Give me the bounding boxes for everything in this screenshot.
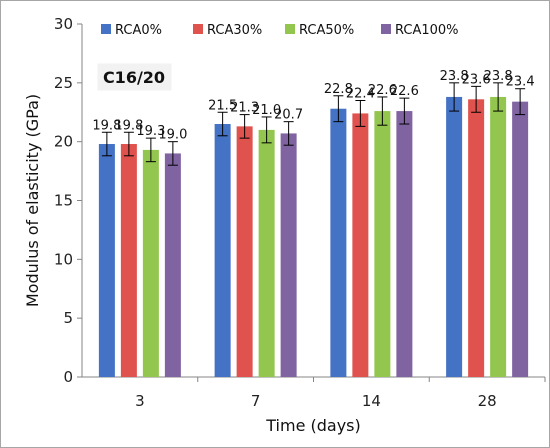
- y-tick-label: 5: [63, 309, 73, 327]
- data-label: 23.4: [506, 75, 535, 90]
- annotation-label: C16/20: [103, 68, 165, 87]
- bar-rca100pct: [396, 111, 413, 377]
- x-tick-label: 7: [251, 392, 261, 410]
- bar-rca50pct: [490, 96, 507, 377]
- data-label: 23.8: [484, 69, 513, 84]
- bar-rca30pct: [236, 126, 253, 378]
- bar-rca0pct: [446, 96, 463, 377]
- bar-rca0pct: [330, 108, 347, 377]
- x-axis-title: Time (days): [265, 416, 361, 435]
- legend-swatch: [381, 24, 391, 34]
- legend-label: RCA30%: [207, 23, 262, 38]
- data-label: 19.8: [114, 118, 143, 133]
- bar-rca0pct: [214, 124, 231, 378]
- x-tick-label: 3: [135, 392, 145, 410]
- data-label: 21.0: [252, 103, 281, 118]
- data-label: 19.3: [136, 124, 165, 139]
- data-label: 19.0: [158, 128, 187, 143]
- legend-label: RCA100%: [395, 23, 459, 38]
- bar-rca50pct: [374, 111, 391, 377]
- data-label: 22.6: [368, 83, 397, 98]
- bar-rca30pct: [468, 99, 485, 377]
- bar-rca100pct: [512, 101, 529, 377]
- bar-rca100pct: [164, 153, 181, 377]
- bar-rca100pct: [280, 133, 297, 377]
- data-label: 21.3: [230, 101, 259, 116]
- data-label: 22.6: [390, 84, 419, 99]
- data-label: 23.6: [462, 72, 491, 87]
- legend-swatch: [285, 24, 295, 34]
- data-label: 22.4: [346, 86, 375, 101]
- data-label: 22.8: [324, 82, 353, 97]
- y-tick-label: 15: [54, 192, 73, 210]
- data-label: 20.7: [274, 108, 303, 123]
- data-label: 21.5: [208, 98, 237, 113]
- bar-rca30pct: [120, 144, 137, 377]
- y-axis-title: Modulus of elasticity (GPa): [23, 94, 42, 307]
- data-label: 19.8: [92, 118, 121, 133]
- legend-label: RCA0%: [115, 23, 162, 38]
- x-tick-label: 28: [478, 392, 497, 410]
- bar-rca30pct: [352, 113, 369, 377]
- legend-label: RCA50%: [299, 23, 354, 38]
- legend-swatch: [193, 24, 203, 34]
- x-tick-label: 14: [362, 392, 381, 410]
- legend-swatch: [101, 24, 111, 34]
- annotation-box: [97, 63, 172, 91]
- y-tick-label: 20: [54, 133, 73, 151]
- y-tick-label: 25: [54, 74, 73, 92]
- y-tick-label: 0: [63, 368, 73, 386]
- bar-rca50pct: [142, 149, 159, 377]
- bar-rca0pct: [98, 144, 115, 377]
- bar-rca50pct: [258, 129, 275, 377]
- y-tick-label: 30: [54, 15, 73, 33]
- data-label: 23.8: [440, 69, 469, 84]
- y-tick-label: 10: [54, 250, 73, 268]
